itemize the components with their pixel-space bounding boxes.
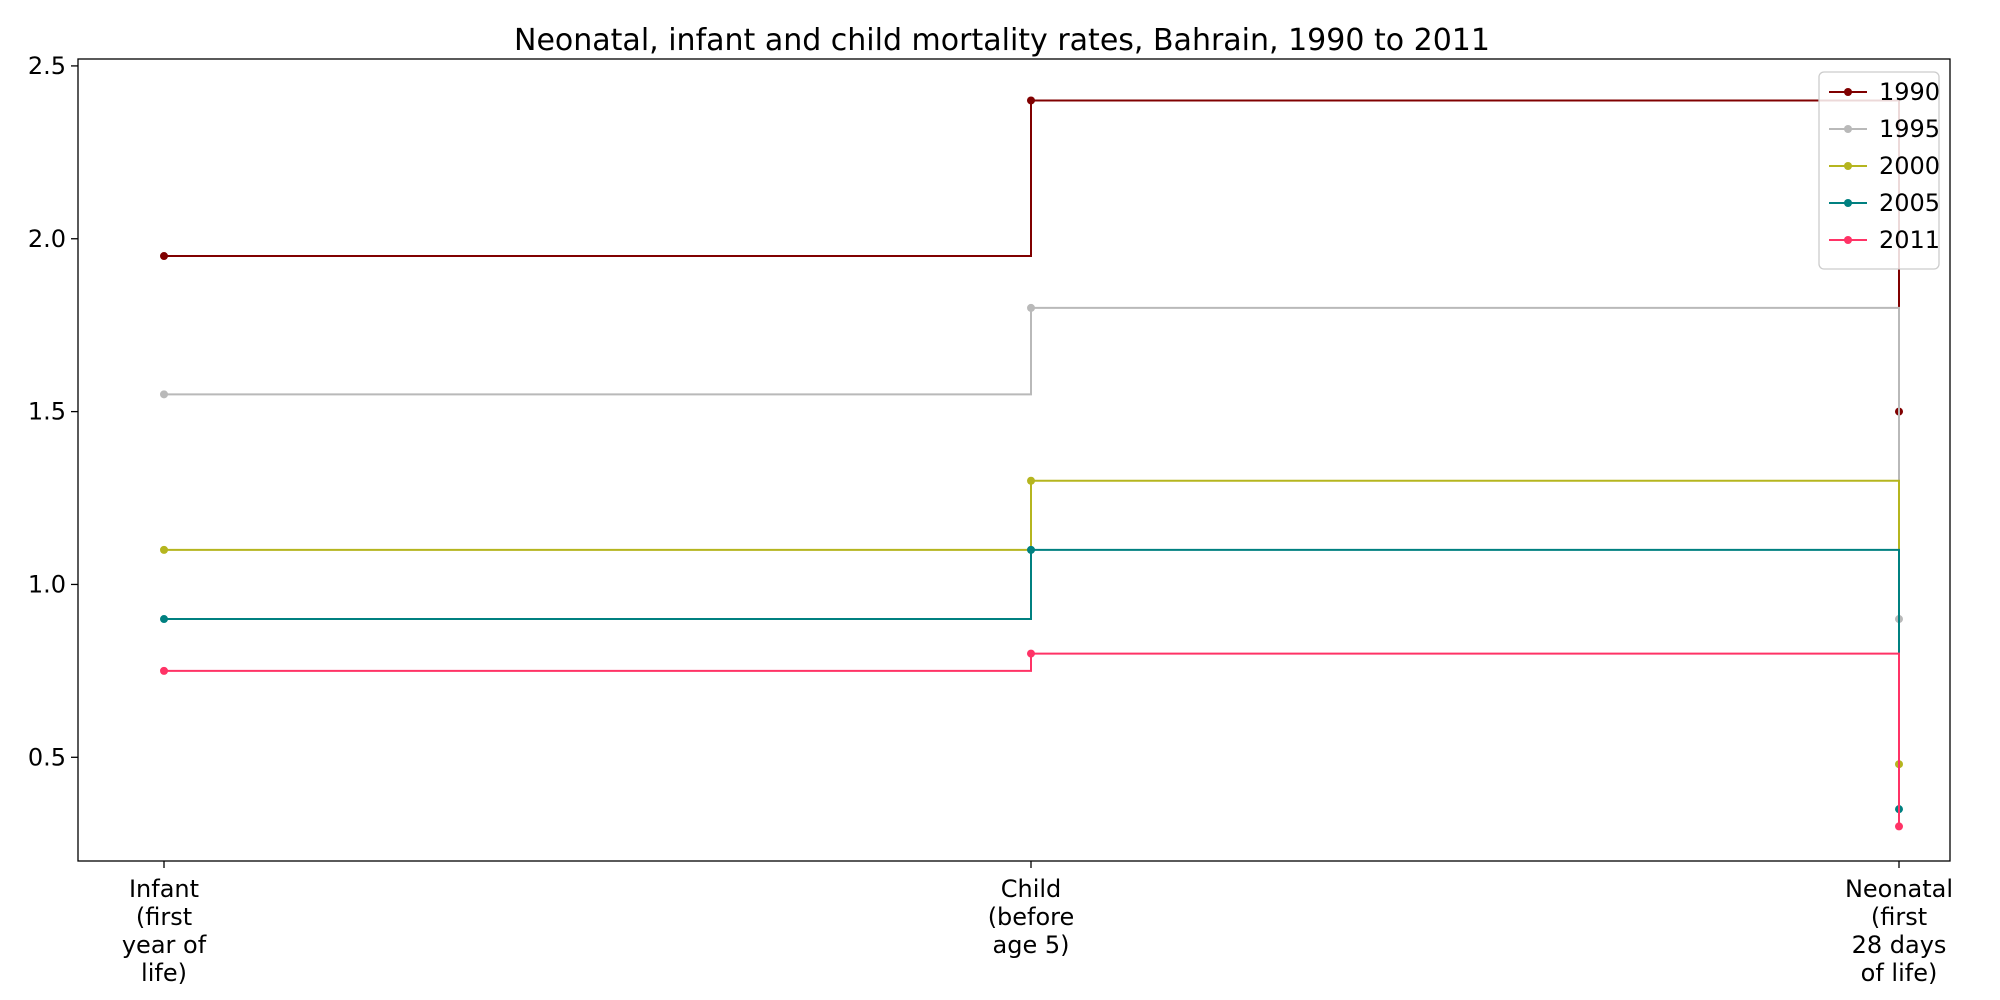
- legend: 1990 1995 2000 2005 2011: [1818, 71, 1940, 270]
- y-tick-label: 2.0: [28, 225, 66, 253]
- plot-frame: [77, 58, 1951, 862]
- y-tick-label: 1.5: [28, 398, 66, 426]
- legend-label: 2000: [1879, 152, 1940, 180]
- legend-item-1995: 1995: [1829, 115, 1940, 143]
- data-point-2011-0: [160, 666, 168, 675]
- legend-item-2011: 2011: [1829, 226, 1940, 254]
- series-line-2000: [164, 479, 1900, 765]
- series-2011: [160, 649, 1903, 831]
- y-tick-label: 1.0: [28, 570, 66, 598]
- y-tick-label: 0.5: [28, 743, 66, 771]
- data-point-1995-1: [1027, 303, 1035, 312]
- data-point-2000-1: [1027, 476, 1035, 485]
- data-point-2000-0: [160, 545, 168, 554]
- legend-marker: [1844, 88, 1852, 96]
- legend-marker: [1844, 236, 1852, 244]
- data-point-1990-0: [160, 252, 168, 261]
- legend-marker: [1844, 125, 1852, 133]
- x-axis: Infant (first year of life) Child (before age …: [122, 861, 1953, 987]
- series-2005: [160, 545, 1903, 814]
- series-2000: [160, 476, 1903, 769]
- y-axis: 0.5 1.0 1.5 2.0 2.5: [28, 52, 78, 771]
- series-line-2005: [164, 548, 1900, 810]
- chart-title: Neonatal, infant and child mortality rat…: [514, 23, 1490, 58]
- legend-label: 2011: [1879, 226, 1940, 254]
- legend-marker: [1844, 162, 1852, 170]
- legend-label: 2005: [1879, 189, 1940, 217]
- data-point-1990-1: [1027, 96, 1035, 105]
- data-point-1995-0: [160, 390, 168, 399]
- x-tick-label: Neonatal (first 28 days of life): [1845, 875, 1953, 987]
- x-tick-label: Infant (first year of life): [122, 875, 207, 987]
- series-1995: [160, 303, 1903, 624]
- series-line-2011: [164, 652, 1900, 827]
- legend-label: 1995: [1879, 115, 1940, 143]
- legend-item-2005: 2005: [1829, 189, 1940, 217]
- data-point-2011-2: [1895, 822, 1903, 831]
- data-point-2005-0: [160, 615, 168, 624]
- legend-item-2000: 2000: [1829, 152, 1940, 180]
- data-point-2011-1: [1027, 649, 1035, 658]
- y-tick-label: 2.5: [28, 52, 66, 80]
- legend-label: 1990: [1879, 78, 1940, 106]
- legend-box: [1818, 71, 1940, 270]
- data-point-2005-1: [1027, 545, 1035, 554]
- legend-item-1990: 1990: [1829, 78, 1940, 106]
- x-tick-label: Child (before age 5): [988, 875, 1075, 959]
- legend-marker: [1844, 199, 1852, 207]
- series-layer: [160, 96, 1903, 831]
